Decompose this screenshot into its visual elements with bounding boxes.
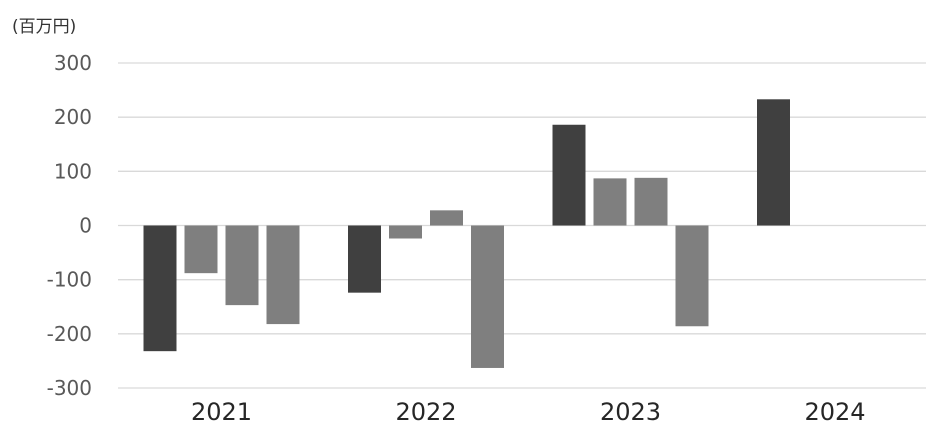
bar-2022-3: [430, 210, 463, 226]
bar-2021-4: [266, 225, 300, 325]
bar-2023-3: [634, 177, 668, 226]
x-tick-label: 2021: [191, 398, 252, 424]
x-axis-ticks: 2021 2022 2023 2024: [191, 398, 866, 424]
y-tick-label: -100: [47, 268, 92, 292]
bar-2021-3: [225, 225, 259, 306]
bar-2021-1: [143, 225, 177, 352]
y-tick-label: 300: [54, 51, 92, 75]
bar-2023-2: [593, 178, 627, 226]
bar-2023-1: [552, 124, 586, 226]
bar-2022-4: [471, 225, 504, 368]
unit-label: (百万円): [12, 17, 76, 37]
x-tick-label: 2023: [600, 398, 661, 424]
bar-2021-2: [184, 225, 218, 274]
y-tick-label: 0: [79, 214, 92, 238]
x-tick-label: 2024: [804, 398, 865, 424]
y-tick-label: -200: [47, 322, 92, 346]
y-tick-label: -300: [47, 376, 92, 400]
y-axis-ticks: 300 200 100 0 -100 -200 -300: [47, 51, 92, 400]
bars: [143, 99, 790, 368]
y-tick-label: 100: [54, 159, 92, 183]
bar-2023-4: [675, 225, 709, 327]
bar-2022-1: [348, 225, 381, 293]
x-tick-label: 2022: [395, 398, 456, 424]
bar-2022-2: [389, 225, 422, 239]
y-tick-label: 200: [54, 105, 92, 129]
bar-2024-1: [757, 99, 790, 226]
